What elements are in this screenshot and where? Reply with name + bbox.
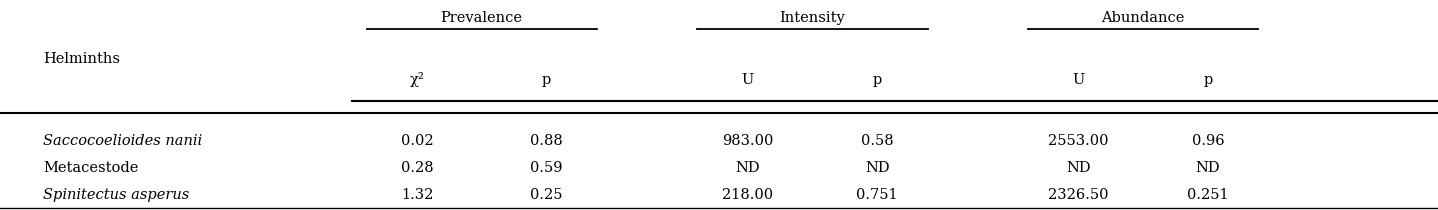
Text: 0.96: 0.96 bbox=[1192, 134, 1224, 148]
Text: Saccocoelioides nanii: Saccocoelioides nanii bbox=[43, 134, 203, 148]
Text: 0.25: 0.25 bbox=[531, 188, 562, 202]
Text: 0.88: 0.88 bbox=[531, 134, 562, 148]
Text: Helminths: Helminths bbox=[43, 52, 121, 66]
Text: U: U bbox=[1073, 73, 1084, 87]
Text: 0.58: 0.58 bbox=[861, 134, 893, 148]
Text: 0.02: 0.02 bbox=[401, 134, 433, 148]
Text: 1.32: 1.32 bbox=[401, 188, 433, 202]
Text: 0.751: 0.751 bbox=[857, 188, 897, 202]
Text: Spinitectus asperus: Spinitectus asperus bbox=[43, 188, 190, 202]
Text: 2553.00: 2553.00 bbox=[1048, 134, 1109, 148]
Text: Prevalence: Prevalence bbox=[440, 11, 523, 25]
Text: 2326.50: 2326.50 bbox=[1048, 188, 1109, 202]
Text: p: p bbox=[873, 73, 881, 87]
Text: 218.00: 218.00 bbox=[722, 188, 774, 202]
Text: 983.00: 983.00 bbox=[722, 134, 774, 148]
Text: Intensity: Intensity bbox=[779, 11, 846, 25]
Text: Metacestode: Metacestode bbox=[43, 161, 138, 175]
Text: χ²: χ² bbox=[410, 72, 424, 87]
Text: ND: ND bbox=[1195, 161, 1221, 175]
Text: Abundance: Abundance bbox=[1102, 11, 1185, 25]
Text: ND: ND bbox=[864, 161, 890, 175]
Text: U: U bbox=[742, 73, 754, 87]
Text: p: p bbox=[1204, 73, 1212, 87]
Text: 0.59: 0.59 bbox=[531, 161, 562, 175]
Text: 0.251: 0.251 bbox=[1188, 188, 1228, 202]
Text: ND: ND bbox=[1066, 161, 1091, 175]
Text: ND: ND bbox=[735, 161, 761, 175]
Text: 0.28: 0.28 bbox=[401, 161, 433, 175]
Text: p: p bbox=[542, 73, 551, 87]
